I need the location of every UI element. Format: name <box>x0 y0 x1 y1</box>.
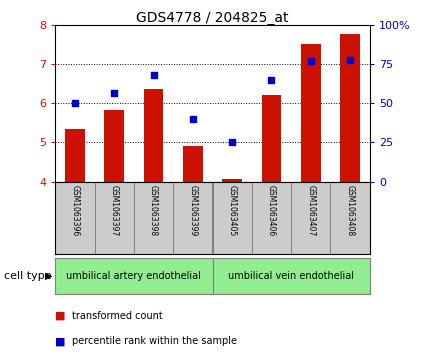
Bar <box>105 110 124 182</box>
Text: ■: ■ <box>55 336 66 346</box>
Text: GDS4778 / 204825_at: GDS4778 / 204825_at <box>136 11 289 25</box>
Text: ■: ■ <box>55 311 66 321</box>
Text: GSM1063405: GSM1063405 <box>228 185 237 236</box>
Bar <box>183 146 203 182</box>
Point <box>190 116 196 122</box>
Text: transformed count: transformed count <box>72 311 163 321</box>
Point <box>268 77 275 83</box>
Bar <box>301 44 320 182</box>
Text: GSM1063396: GSM1063396 <box>71 185 79 236</box>
Point <box>229 139 235 145</box>
Text: GSM1063407: GSM1063407 <box>306 185 315 236</box>
Point <box>71 101 78 106</box>
Text: GSM1063398: GSM1063398 <box>149 185 158 236</box>
Point <box>307 58 314 64</box>
Bar <box>262 95 281 182</box>
Point <box>111 90 118 95</box>
Text: umbilical artery endothelial: umbilical artery endothelial <box>66 271 201 281</box>
Text: cell type: cell type <box>4 271 52 281</box>
Text: percentile rank within the sample: percentile rank within the sample <box>72 336 237 346</box>
Text: GSM1063408: GSM1063408 <box>346 185 354 236</box>
Point <box>347 57 354 63</box>
Bar <box>340 34 360 182</box>
Text: umbilical vein endothelial: umbilical vein endothelial <box>228 271 354 281</box>
Text: GSM1063397: GSM1063397 <box>110 185 119 236</box>
Text: GSM1063399: GSM1063399 <box>188 185 197 236</box>
Text: GSM1063406: GSM1063406 <box>267 185 276 236</box>
Text: ▶: ▶ <box>45 271 52 281</box>
Bar <box>222 179 242 182</box>
Bar <box>144 89 163 182</box>
Bar <box>65 129 85 182</box>
Point <box>150 73 157 78</box>
